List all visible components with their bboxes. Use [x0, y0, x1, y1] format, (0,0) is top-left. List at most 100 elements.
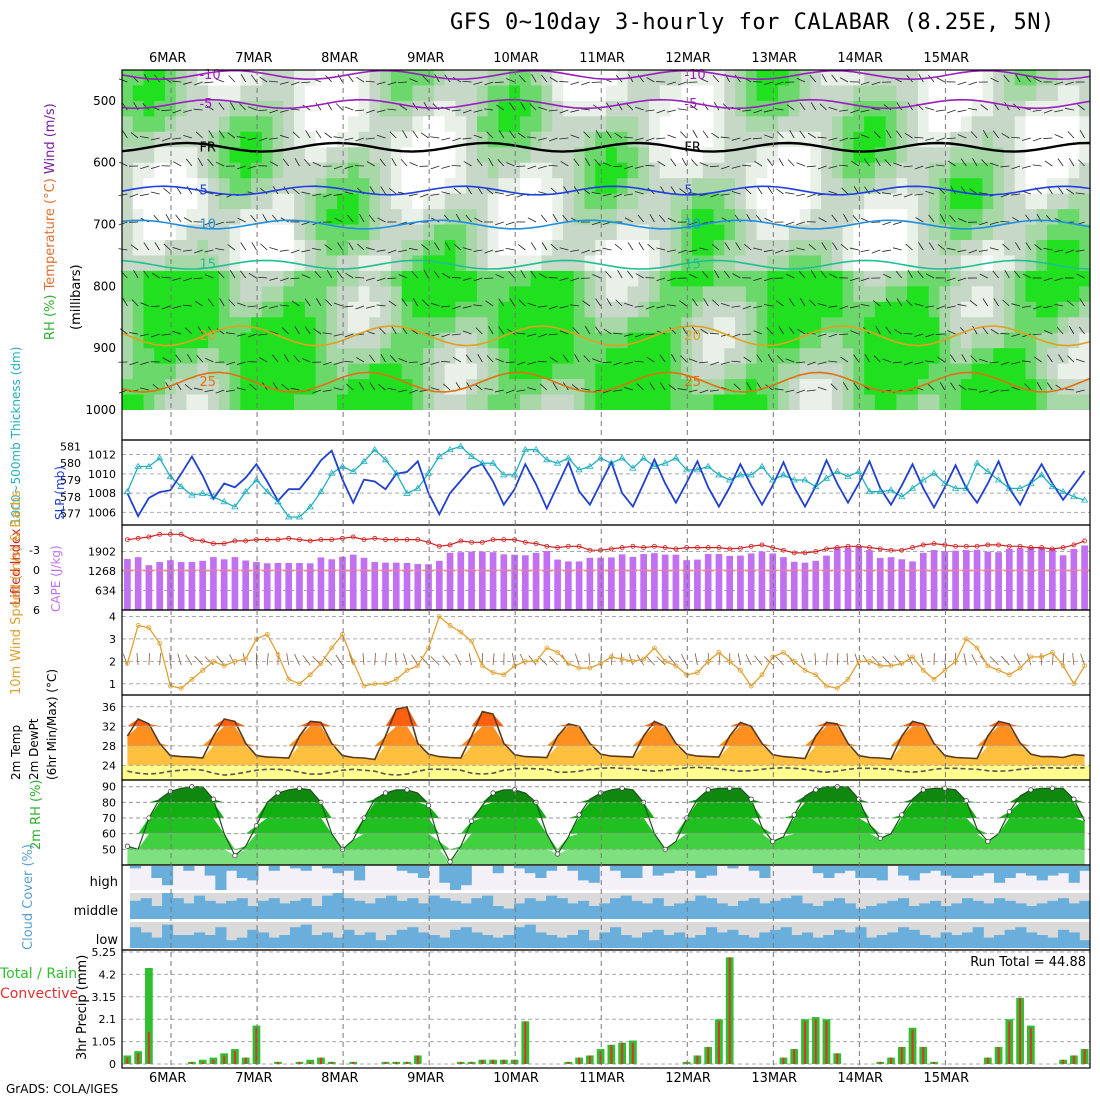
rh-cell	[853, 301, 865, 318]
wind-barb	[613, 389, 623, 392]
thickness-marker	[672, 454, 680, 461]
precip-convective-bar	[879, 1061, 882, 1064]
rh-cell	[498, 85, 510, 102]
wind-barb	[699, 247, 709, 251]
wind-barb	[1043, 305, 1053, 309]
rh-cell	[713, 224, 725, 241]
rh-cell	[896, 100, 908, 117]
rh-cell	[917, 379, 930, 396]
rh-cell	[638, 224, 650, 241]
thickness-marker	[887, 486, 895, 493]
wind-barb	[882, 192, 892, 195]
wind-barb	[347, 74, 354, 83]
rh-cell	[208, 286, 220, 303]
rh-cell	[670, 255, 682, 272]
rh-cell	[584, 209, 596, 226]
cape-bar	[715, 554, 723, 610]
cape-bar	[382, 562, 389, 610]
wind-barb	[990, 329, 999, 335]
cloud-cell	[428, 895, 440, 919]
thickness-marker	[1027, 479, 1035, 486]
wind-barb	[376, 249, 386, 252]
rh-cell	[369, 255, 381, 272]
rh-cell	[692, 363, 704, 380]
rh-cell	[433, 348, 446, 365]
wind-barb	[680, 131, 687, 139]
rh-cell	[380, 100, 392, 117]
wind-barb	[731, 333, 741, 338]
rh-cell	[412, 85, 424, 102]
rh-cell	[562, 301, 575, 318]
wind-barb	[634, 191, 644, 195]
rh-cell	[272, 116, 284, 133]
surface-barb	[989, 656, 999, 666]
wind-barb	[122, 298, 128, 307]
cloud-cell	[866, 906, 878, 919]
rh-cell	[455, 70, 467, 87]
rh-cell	[423, 240, 435, 257]
temp-tick-label: 24	[102, 759, 116, 772]
precip-convective-bar	[233, 1051, 236, 1064]
wind-barb	[634, 165, 644, 169]
wind-barb	[602, 247, 612, 251]
rh-cell	[950, 379, 962, 396]
wind-barb	[391, 326, 397, 335]
rh-cell	[304, 147, 317, 164]
wind-barb	[344, 305, 354, 308]
rh-cell	[444, 162, 457, 179]
cloud-cell	[770, 900, 782, 919]
rh-cell	[702, 193, 715, 210]
surface-barb	[1013, 654, 1021, 666]
rh-cell	[595, 240, 607, 257]
rh-cell	[261, 116, 274, 133]
wind-barb	[279, 81, 289, 85]
rh-cell	[272, 270, 284, 287]
rh-cell	[853, 85, 865, 102]
rh-cell	[412, 317, 424, 334]
wind-barb	[615, 299, 623, 307]
rh-cell	[874, 317, 887, 334]
rh-cell	[1025, 193, 1037, 210]
rh-cell	[778, 332, 790, 349]
rh-cell	[261, 224, 274, 241]
wind-barb	[828, 360, 838, 363]
wind-barb	[476, 158, 483, 167]
rh-cell	[197, 116, 209, 133]
wind-barb	[840, 243, 849, 251]
cloud-cell	[450, 929, 462, 948]
wind-barb	[312, 248, 322, 251]
rh-cell	[1079, 178, 1091, 195]
wind-barb	[143, 270, 150, 279]
rh-cell	[122, 332, 134, 349]
rh-cell	[326, 193, 338, 210]
rh-cell	[229, 147, 241, 164]
cloud-cell	[674, 903, 686, 919]
rh-cell	[229, 379, 241, 396]
cloud-cell	[727, 929, 739, 948]
li-marker	[307, 538, 313, 544]
rh-cell	[939, 240, 951, 257]
wind-barb	[333, 387, 343, 391]
rh-cell	[229, 116, 241, 133]
date-label-bottom: 15MAR	[923, 1071, 969, 1086]
rh-cell	[541, 224, 553, 241]
rh-cell	[358, 116, 370, 133]
rh-cell	[821, 240, 833, 257]
wind-barb	[796, 193, 806, 197]
rh-cell	[562, 332, 575, 349]
rh-cell	[584, 193, 596, 210]
rh-cell	[831, 193, 844, 210]
wind-barb	[785, 273, 795, 279]
wind-marker	[211, 658, 216, 664]
wind-barb	[473, 277, 483, 282]
thickness-marker	[629, 464, 637, 471]
rh-cell	[993, 209, 1005, 226]
rh-cell	[831, 224, 844, 241]
rh-cell	[218, 224, 231, 241]
rh-cell	[154, 348, 166, 365]
rh-cell	[831, 332, 844, 349]
wind-barb	[122, 130, 128, 139]
wind-barb	[763, 109, 773, 113]
precip-convective-bar	[319, 1057, 322, 1064]
rh-cell	[412, 286, 424, 303]
